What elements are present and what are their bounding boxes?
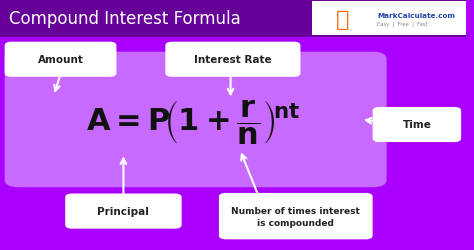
Text: Principal: Principal xyxy=(98,206,149,216)
FancyBboxPatch shape xyxy=(165,42,301,78)
FancyBboxPatch shape xyxy=(65,194,182,229)
Text: Compound Interest Formula: Compound Interest Formula xyxy=(9,10,241,28)
FancyBboxPatch shape xyxy=(0,0,466,38)
FancyBboxPatch shape xyxy=(219,193,373,240)
FancyBboxPatch shape xyxy=(5,52,387,188)
Text: Interest Rate: Interest Rate xyxy=(194,55,272,65)
Text: Amount: Amount xyxy=(37,55,83,65)
FancyBboxPatch shape xyxy=(5,42,117,78)
FancyBboxPatch shape xyxy=(373,108,461,142)
Text: ⬧: ⬧ xyxy=(336,10,349,29)
Text: Time: Time xyxy=(402,120,431,130)
Text: Easy  |  Free  |  Fast: Easy | Free | Fast xyxy=(377,21,428,26)
Text: Number of times interest
is compounded: Number of times interest is compounded xyxy=(231,206,360,227)
Text: $\mathbf{A = P\!\left(1+\dfrac{r}{n}\right)^{\!nt}}$: $\mathbf{A = P\!\left(1+\dfrac{r}{n}\rig… xyxy=(86,97,301,145)
FancyBboxPatch shape xyxy=(312,2,466,36)
Text: MarkCalculate.com: MarkCalculate.com xyxy=(377,13,456,19)
